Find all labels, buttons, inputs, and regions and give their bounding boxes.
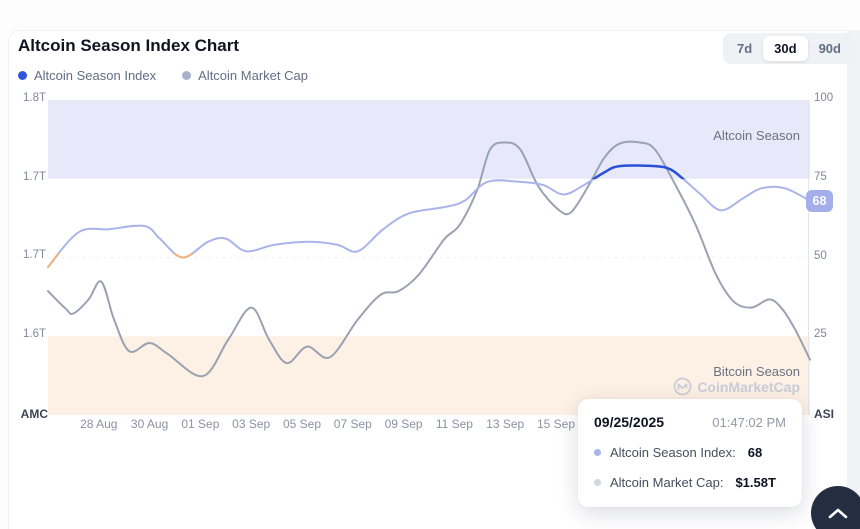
chart-legend: Altcoin Season Index Altcoin Market Cap xyxy=(18,68,308,83)
watermark-text: CoinMarketCap xyxy=(697,378,800,395)
x-axis-tick: 13 Sep xyxy=(486,417,525,431)
amc-line xyxy=(47,140,811,378)
legend-label-asi: Altcoin Season Index xyxy=(34,68,157,83)
tooltip-dot-amc-icon xyxy=(594,479,601,486)
altcoin-season-zone-label: Altcoin Season xyxy=(713,128,800,143)
asi-current-value-badge: 68 xyxy=(806,189,833,212)
asi-line xyxy=(47,164,811,268)
right-axis-title: ASI xyxy=(814,407,835,421)
chevron-up-icon xyxy=(828,508,848,518)
page-gutter xyxy=(846,30,860,529)
y-axis-tick-left: 1.6T xyxy=(22,327,46,340)
y-axis-tick-right: 50 xyxy=(814,249,827,262)
x-axis-tick: 11 Sep xyxy=(435,417,473,431)
left-axis-title: AMC xyxy=(20,407,48,421)
tooltip-header: 09/25/2025 01:47:02 PM xyxy=(594,414,786,430)
bitcoin-season-zone-label: Bitcoin Season xyxy=(713,364,800,379)
coinmarketcap-logo-icon xyxy=(673,377,692,396)
tooltip-time: 01:47:02 PM xyxy=(712,415,786,430)
legend-item-altcoin-market-cap[interactable]: Altcoin Market Cap xyxy=(182,68,308,83)
x-axis-tick: 28 Aug xyxy=(80,417,118,431)
x-axis-tick: 03 Sep xyxy=(232,417,271,431)
asi-line-altseason-segment xyxy=(591,164,686,180)
x-axis-tick: 15 Sep xyxy=(536,417,576,431)
tooltip-dot-asi-icon xyxy=(594,449,601,456)
y-axis-tick-right: 100 xyxy=(814,92,834,104)
chart-canvas[interactable] xyxy=(0,0,860,465)
x-axis-tick: 01 Sep xyxy=(181,417,220,431)
x-axis-tick: 07 Sep xyxy=(333,417,372,431)
y-axis-tick-right: 25 xyxy=(814,328,827,341)
x-axis-tick: 30 Aug xyxy=(130,417,169,431)
y-axis-tick-right: 75 xyxy=(814,170,827,183)
x-axis-tick: 05 Sep xyxy=(282,417,322,431)
legend-label-amc: Altcoin Market Cap xyxy=(198,68,308,83)
coinmarketcap-watermark: CoinMarketCap xyxy=(600,377,800,396)
range-selector: 7d 30d 90d xyxy=(723,33,855,64)
tooltip-value-asi: 68 xyxy=(747,445,763,460)
legend-dot-amc-icon xyxy=(182,71,192,80)
tooltip-value-amc: $1.58T xyxy=(735,475,776,490)
legend-item-altcoin-season-index[interactable]: Altcoin Season Index xyxy=(18,68,156,83)
y-axis-tick-left: 1.7T xyxy=(22,248,46,261)
range-button-90d[interactable]: 90d xyxy=(808,36,852,61)
scroll-to-top-button[interactable] xyxy=(811,486,860,529)
x-axis-tick: 09 Sep xyxy=(384,417,423,431)
asi-line-low-segment xyxy=(48,253,195,268)
page-title: Altcoin Season Index Chart xyxy=(18,36,240,55)
legend-dot-asi-icon xyxy=(18,71,27,80)
chart-tooltip: 09/25/2025 01:47:02 PM Altcoin Season In… xyxy=(578,399,802,507)
range-button-30d[interactable]: 30d xyxy=(763,36,808,61)
tooltip-row-amc: Altcoin Market Cap: $1.58T xyxy=(594,475,786,490)
tooltip-label-asi: Altcoin Season Index: xyxy=(610,445,736,460)
tooltip-row-asi: Altcoin Season Index: 68 xyxy=(594,445,786,460)
y-axis-tick-left: 1.8T xyxy=(22,92,46,104)
range-button-7d[interactable]: 7d xyxy=(726,36,763,61)
tooltip-label-amc: Altcoin Market Cap: xyxy=(610,475,724,490)
altcoin-season-band xyxy=(48,100,810,179)
y-axis-tick-left: 1.7T xyxy=(22,171,46,184)
tooltip-date: 09/25/2025 xyxy=(594,414,665,430)
